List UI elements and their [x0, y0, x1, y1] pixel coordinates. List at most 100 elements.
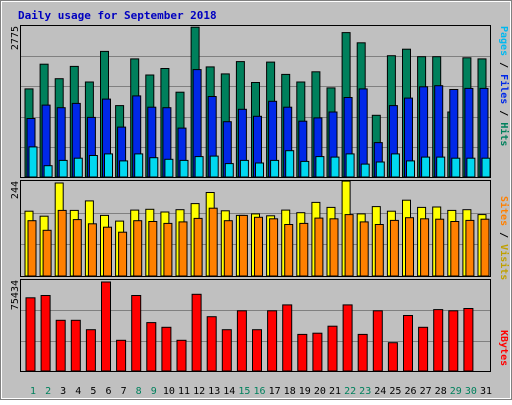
- day-label: 13: [208, 386, 220, 397]
- sites-bar: [208, 207, 218, 277]
- day-label: 12: [193, 386, 205, 397]
- pages-bar: [285, 150, 295, 178]
- day-label: 22: [344, 386, 356, 397]
- kbytes-bar: [55, 319, 66, 372]
- pages-bar: [390, 153, 400, 178]
- hits-ymax-label: 2775: [10, 26, 21, 50]
- kbytes-bar: [101, 281, 111, 372]
- pages-bar: [43, 165, 53, 178]
- kbytes-bar: [176, 339, 187, 372]
- sites-bar: [374, 224, 384, 277]
- visits-panel-legend: Sites / Visits: [498, 196, 510, 280]
- day-label: 29: [450, 386, 462, 397]
- sites-bar: [299, 222, 309, 277]
- day-label: 27: [420, 386, 432, 397]
- sites-bar: [344, 214, 354, 277]
- day-label: 25: [389, 386, 401, 397]
- kbytes-bar: [327, 325, 338, 372]
- sites-bar: [57, 209, 67, 277]
- day-label: 19: [299, 386, 311, 397]
- sites-bar: [193, 217, 203, 277]
- chart-title: Daily usage for September 2018: [18, 9, 217, 22]
- kbytes-bar: [282, 304, 293, 372]
- sites-bar: [465, 219, 475, 277]
- sites-bar: [103, 226, 112, 277]
- sites-bar: [329, 218, 339, 277]
- kbytes-bar: [131, 295, 142, 372]
- sites-bar: [223, 220, 233, 277]
- pages-bar: [149, 157, 159, 178]
- day-label: 21: [329, 386, 341, 397]
- kbytes-bar: [448, 310, 459, 372]
- bars: [24, 26, 491, 372]
- kbytes-bar: [267, 310, 278, 372]
- day-label: 1: [30, 386, 36, 397]
- sites-bar: [27, 220, 37, 277]
- day-label: 8: [136, 386, 142, 397]
- pages-bar: [194, 156, 204, 178]
- day-label: 11: [178, 386, 190, 397]
- legend-visits: Visits: [498, 244, 510, 280]
- pages-bar: [88, 155, 98, 178]
- day-label: 17: [269, 386, 281, 397]
- kbytes-bar: [463, 308, 474, 372]
- sites-bar: [133, 220, 143, 277]
- sites-bar: [72, 219, 82, 277]
- day-label: 6: [105, 386, 111, 397]
- pages-bar: [179, 159, 189, 178]
- day-label: 9: [151, 386, 157, 397]
- legend-files: Files: [498, 74, 510, 104]
- legend-pages: Pages: [498, 26, 509, 56]
- kbytes-bar: [236, 310, 247, 372]
- chart-frame-light: [1, 1, 511, 399]
- pages-bar: [345, 153, 355, 178]
- hits-panel-legend: Pages / Files / Hits: [498, 26, 510, 146]
- pages-bar: [421, 156, 431, 178]
- pages-bar: [224, 163, 234, 178]
- pages-bar: [315, 156, 325, 178]
- kbytes-bar: [146, 322, 157, 372]
- kbytes-bar: [85, 329, 96, 372]
- sites-bar: [163, 222, 173, 277]
- kbytes-bar: [312, 332, 323, 372]
- pages-bar: [134, 153, 144, 178]
- kbytes-bar: [25, 297, 36, 372]
- day-labels: 1 2 3 4 5 6 7 8 9 10 11 12 13 14 15 16 17 18 19 20 21 22 23 24 2…: [30, 386, 492, 397]
- pages-bar: [375, 161, 385, 178]
- kbytes-bar: [221, 329, 232, 372]
- sites-bar: [42, 229, 52, 277]
- pages-bar: [58, 159, 68, 178]
- legend-kbytes: KBytes: [498, 330, 509, 366]
- pages-bar: [239, 159, 249, 178]
- sites-bar: [284, 224, 294, 277]
- sites-bar: [420, 218, 430, 277]
- kbytes-bar: [433, 309, 444, 372]
- sites-bar: [254, 216, 263, 277]
- pages-bar: [119, 160, 129, 178]
- day-label: 14: [223, 386, 235, 397]
- pages-bar: [330, 156, 340, 178]
- kbytes-bar: [387, 342, 398, 372]
- day-label: 2: [45, 386, 51, 397]
- pages-bar: [270, 159, 280, 178]
- sites-bar: [450, 221, 460, 277]
- sites-bar: [118, 231, 128, 277]
- pages-bar: [104, 153, 113, 178]
- pages-bar: [28, 146, 38, 178]
- day-label: 10: [163, 386, 175, 397]
- kbytes-bar: [418, 326, 429, 372]
- sites-bar: [435, 218, 445, 277]
- day-label: 16: [253, 386, 265, 397]
- sites-bar: [314, 217, 324, 277]
- kbytes-bar: [297, 333, 308, 372]
- kbytes-bar: [372, 310, 383, 372]
- sites-bar: [87, 223, 97, 277]
- sites-bar: [480, 218, 490, 277]
- day-label: 3: [60, 386, 66, 397]
- pages-bar: [451, 157, 461, 178]
- sites-bar: [389, 219, 399, 277]
- kbytes-bar: [206, 316, 217, 372]
- day-label: 18: [284, 386, 296, 397]
- day-label: 31: [480, 386, 492, 397]
- day-label: 23: [359, 386, 371, 397]
